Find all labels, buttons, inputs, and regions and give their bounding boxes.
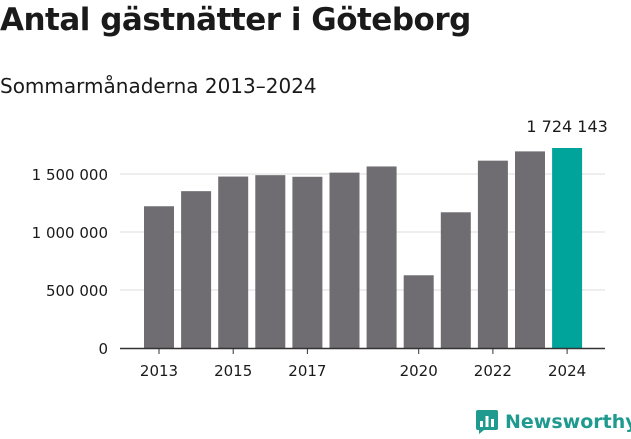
bar-2016 <box>255 175 286 348</box>
x-tick-label-2024: 2024 <box>548 362 586 380</box>
bar-2022 <box>477 160 508 348</box>
bar-2017 <box>292 176 323 348</box>
bar-2018 <box>329 172 360 348</box>
brand-name: Newsworthy <box>505 411 631 433</box>
y-tick-label: 500 000 <box>46 282 108 300</box>
brand-logo: Newsworthy <box>475 407 631 437</box>
bar-2015 <box>218 176 249 348</box>
bar-2021 <box>440 212 471 348</box>
bar-2013 <box>144 206 174 348</box>
chart-subtitle: Sommarmånaderna 2013–2024 <box>0 74 317 98</box>
bar-2023 <box>515 151 545 348</box>
bar-chart: 0 500 000 1 000 000 1 500 000 1 724 143 2013 2… <box>32 117 608 380</box>
bar-2014 <box>181 191 212 348</box>
newsworthy-logo-icon <box>476 410 498 434</box>
bar-2020 <box>403 275 434 348</box>
bar-2019 <box>366 166 397 348</box>
y-tick-label: 1 500 000 <box>32 166 108 184</box>
x-tick-label-2022: 2022 <box>474 362 512 380</box>
y-tick-label: 0 <box>98 340 108 358</box>
x-tick-label-2020: 2020 <box>400 362 438 380</box>
x-tick-label-2017: 2017 <box>288 362 326 380</box>
y-tick-label: 1 000 000 <box>32 224 108 242</box>
bar-2024 <box>552 147 583 348</box>
chart-title: Antal gästnätter i Göteborg <box>0 2 471 38</box>
x-tick-label-2013: 2013 <box>140 362 178 380</box>
x-tick-label-2015: 2015 <box>214 362 252 380</box>
value-label-2024: 1 724 143 <box>526 117 607 136</box>
